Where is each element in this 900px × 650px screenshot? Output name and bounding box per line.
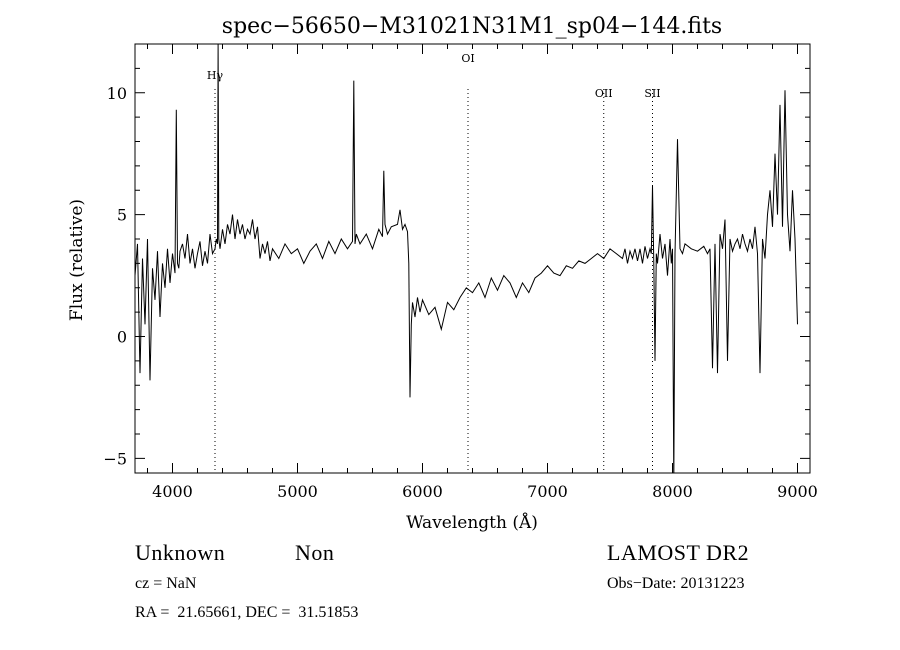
y-tick-label: 5 <box>117 206 127 225</box>
x-tick-label: 9000 <box>777 482 818 501</box>
survey-name: LAMOST DR2 <box>607 540 750 565</box>
plot-frame <box>134 43 811 474</box>
x-axis-label: Wavelength (Å) <box>406 512 538 533</box>
redshift-cz: cz = NaN <box>135 575 197 592</box>
spectral-line-label: Hγ <box>207 69 224 82</box>
x-tick-label: 7000 <box>527 482 568 501</box>
spectral-line-label: SII <box>644 87 660 100</box>
chart-title: spec−56650−M31021N31M1_sp04−144.fits <box>222 14 722 39</box>
x-tick-label: 4000 <box>152 482 193 501</box>
spectral-line-label: OI <box>461 52 474 65</box>
y-tick-label: 10 <box>107 84 127 103</box>
spectral-line-label: OII <box>595 87 613 100</box>
object-class: Unknown <box>135 540 226 565</box>
x-tick-label: 8000 <box>652 482 693 501</box>
y-axis-label: Flux (relative) <box>67 199 87 321</box>
observation-date: Obs−Date: 20131223 <box>607 575 745 592</box>
x-tick-label: 6000 <box>402 482 443 501</box>
object-subclass: Non <box>295 540 335 565</box>
y-tick-label: 0 <box>117 328 127 347</box>
sky-coordinates: RA = 21.65661, DEC = 31.51853 <box>135 604 359 621</box>
y-tick-label: −5 <box>103 449 127 468</box>
spectrum-line <box>135 44 798 473</box>
x-tick-label: 5000 <box>277 482 318 501</box>
